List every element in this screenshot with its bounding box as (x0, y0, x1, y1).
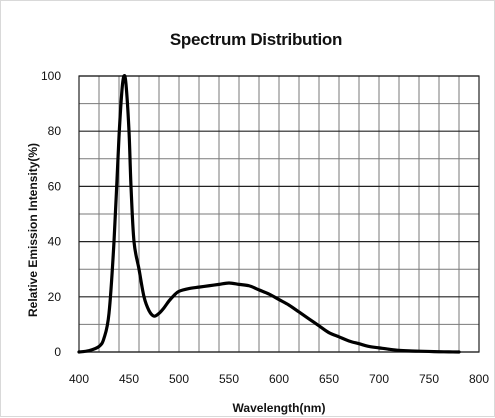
x-tick-labels: 400 450 500 550 600 650 700 750 800 (69, 372, 489, 386)
x-axis-label: Wavelength(nm) (233, 401, 326, 415)
x-tick-label: 400 (69, 372, 89, 386)
x-tick-label: 550 (219, 372, 239, 386)
grid-lines (78, 75, 480, 353)
y-tick-label: 100 (41, 69, 61, 83)
y-tick-label: 20 (48, 290, 62, 304)
y-tick-label: 80 (48, 124, 62, 138)
y-tick-label: 60 (48, 179, 62, 193)
y-tick-labels: 0 20 40 60 80 100 (41, 69, 61, 359)
y-tick-label: 0 (54, 345, 61, 359)
x-tick-label: 700 (369, 372, 389, 386)
x-tick-label: 750 (419, 372, 439, 386)
x-tick-label: 800 (469, 372, 489, 386)
series-layer (77, 74, 461, 354)
plot-area-border (78, 75, 480, 353)
y-axis-label: Relative Emission Intensity(%) (26, 143, 40, 317)
x-tick-label: 650 (319, 372, 339, 386)
series-line (77, 74, 461, 354)
x-tick-label: 500 (169, 372, 189, 386)
chart-title: Spectrum Distribution (170, 30, 342, 49)
x-tick-label: 450 (119, 372, 139, 386)
y-tick-label: 40 (48, 235, 62, 249)
x-tick-label: 600 (269, 372, 289, 386)
